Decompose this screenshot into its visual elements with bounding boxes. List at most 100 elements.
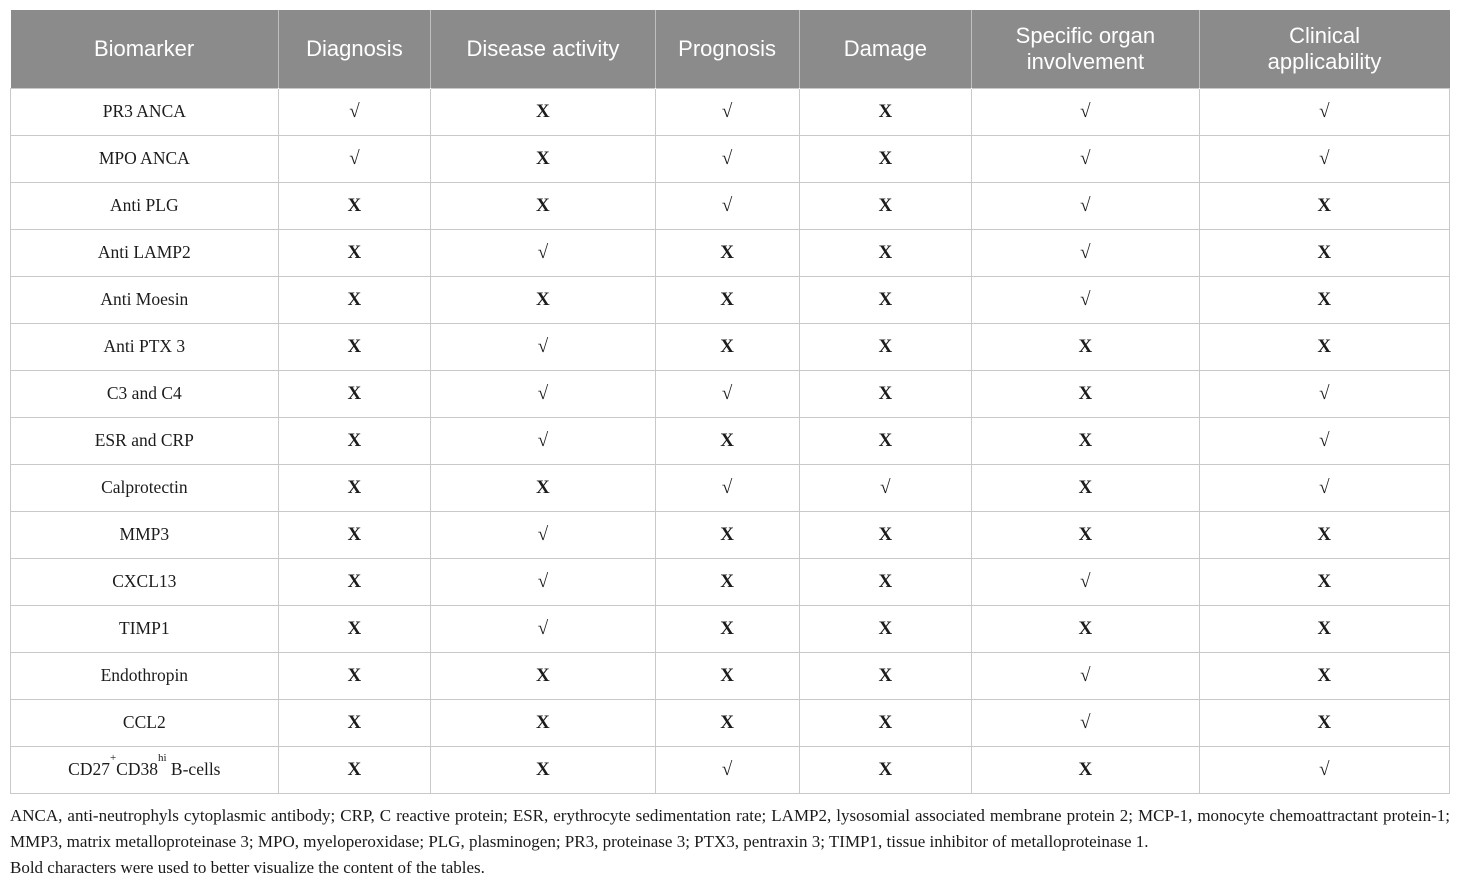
table-row: Anti LAMP2 X √ X X √ X [10,228,1451,277]
footnote: ANCA, anti-neutrophyls cytoplasmic antib… [10,803,1450,881]
x-mark: X [1198,275,1451,324]
column-header-diagnosis: Diagnosis [277,10,431,88]
x-mark: X [277,181,432,230]
check-mark: √ [654,87,800,136]
x-mark: X [654,698,800,747]
check-mark: √ [430,604,656,653]
biomarker-name: CXCL13 [10,557,279,606]
x-mark: X [654,557,800,606]
x-mark: X [798,369,973,418]
check-mark: √ [430,228,656,277]
table-row: ESR and CRP X √ X X X √ [10,416,1451,465]
x-mark: X [654,275,800,324]
x-mark: X [654,604,800,653]
column-header-clinical-applicability: Clinical applicability [1198,10,1450,88]
check-mark: √ [1198,369,1451,418]
check-mark: √ [798,463,973,512]
table-row: Anti PTX 3 X √ X X X X [10,322,1451,371]
biomarker-name: TIMP1 [10,604,279,653]
check-mark: √ [654,463,800,512]
check-mark: √ [1198,463,1451,512]
biomarker-name: Anti PLG [10,181,279,230]
table-row: PR3 ANCA √ X √ X √ √ [10,87,1451,136]
x-mark: X [277,416,432,465]
x-mark: X [430,181,656,230]
biomarker-name: C3 and C4 [10,369,279,418]
table-row: CCL2 X X X X √ X [10,698,1451,747]
biomarker-name: MMP3 [10,510,279,559]
biomarker-name: Anti PTX 3 [10,322,279,371]
table-row: MPO ANCA √ X √ X √ √ [10,134,1451,183]
column-header-specific-organ-involvement: Specific organ involvement [971,10,1200,88]
check-mark: √ [654,134,800,183]
check-mark: √ [430,322,656,371]
biomarker-name: CD27+CD38hi B-cells [10,745,279,794]
x-mark: X [798,87,973,136]
check-mark: √ [654,181,800,230]
x-mark: X [430,745,656,794]
check-mark: √ [1198,134,1451,183]
check-mark: √ [277,87,432,136]
check-mark: √ [430,416,656,465]
biomarker-name: PR3 ANCA [10,87,279,136]
x-mark: X [1198,651,1451,700]
check-mark: √ [1198,87,1451,136]
x-mark: X [277,698,432,747]
check-mark: √ [971,698,1200,747]
x-mark: X [1198,181,1451,230]
column-header-prognosis: Prognosis [654,10,800,88]
x-mark: X [277,275,432,324]
x-mark: X [798,322,973,371]
biomarker-name: Endothropin [10,651,279,700]
x-mark: X [971,416,1200,465]
column-header-disease-activity: Disease activity [430,10,656,88]
table-row: Calprotectin X X √ √ X √ [10,463,1451,512]
biomarker-name: Calprotectin [10,463,279,512]
x-mark: X [277,228,432,277]
x-mark: X [798,181,973,230]
biomarker-name: Anti LAMP2 [10,228,279,277]
x-mark: X [654,651,800,700]
x-mark: X [1198,698,1451,747]
table-row: Anti Moesin X X X X √ X [10,275,1451,324]
check-mark: √ [430,369,656,418]
table-row: TIMP1 X √ X X X X [10,604,1451,653]
table-row: MMP3 X √ X X X X [10,510,1451,559]
table-header: Biomarker Diagnosis Disease activity Progno… [10,10,1450,88]
x-mark: X [277,557,432,606]
biomarker-name: MPO ANCA [10,134,279,183]
table-row: CXCL13 X √ X X √ X [10,557,1451,606]
x-mark: X [971,745,1200,794]
x-mark: X [798,275,973,324]
x-mark: X [430,651,656,700]
x-mark: X [277,463,432,512]
x-mark: X [277,604,432,653]
biomarker-name-part: B-cells [166,759,221,779]
table-row: Endothropin X X X X √ X [10,651,1451,700]
table-row: Anti PLG X X √ X √ X [10,181,1451,230]
biomarker-name-part: CD27 [68,759,110,779]
x-mark: X [430,87,656,136]
check-mark: √ [654,745,800,794]
x-mark: X [798,510,973,559]
x-mark: X [430,463,656,512]
table-row: CD27+CD38hi B-cells X X √ X X √ [10,745,1451,794]
check-mark: √ [971,651,1200,700]
check-mark: √ [971,181,1200,230]
x-mark: X [277,322,432,371]
x-mark: X [1198,510,1451,559]
check-mark: √ [971,228,1200,277]
x-mark: X [798,416,973,465]
x-mark: X [277,369,432,418]
check-mark: √ [971,87,1200,136]
x-mark: X [1198,228,1451,277]
biomarker-name-superscript: + [109,752,117,765]
column-header-damage: Damage [798,10,972,88]
biomarker-table: Biomarker Diagnosis Disease activity Progno… [10,10,1451,794]
x-mark: X [654,510,800,559]
footnote-abbreviations: ANCA, anti-neutrophyls cytoplasmic antib… [10,805,1450,851]
biomarker-name: CCL2 [10,698,279,747]
check-mark: √ [971,557,1200,606]
table-header-row: Biomarker Diagnosis Disease activity Progno… [10,10,1450,88]
